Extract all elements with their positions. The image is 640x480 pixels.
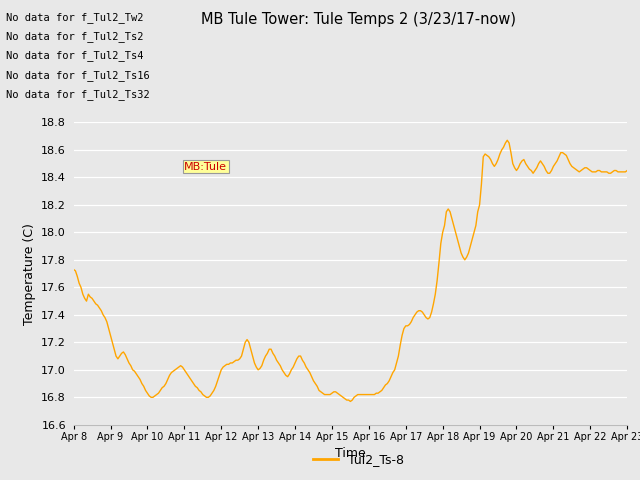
Y-axis label: Temperature (C): Temperature (C)	[22, 223, 36, 324]
Text: No data for f_Tul2_Ts16: No data for f_Tul2_Ts16	[6, 70, 150, 81]
X-axis label: Time: Time	[335, 447, 366, 460]
Text: No data for f_Tul2_Tw2: No data for f_Tul2_Tw2	[6, 12, 144, 23]
Text: No data for f_Tul2_Ts2: No data for f_Tul2_Ts2	[6, 31, 144, 42]
Legend: Tul2_Ts-8: Tul2_Ts-8	[308, 448, 409, 471]
Text: MB:Tule: MB:Tule	[184, 162, 227, 172]
Text: MB Tule Tower: Tule Temps 2 (3/23/17-now): MB Tule Tower: Tule Temps 2 (3/23/17-now…	[201, 12, 516, 27]
Text: No data for f_Tul2_Ts32: No data for f_Tul2_Ts32	[6, 89, 150, 100]
Text: No data for f_Tul2_Ts4: No data for f_Tul2_Ts4	[6, 50, 144, 61]
